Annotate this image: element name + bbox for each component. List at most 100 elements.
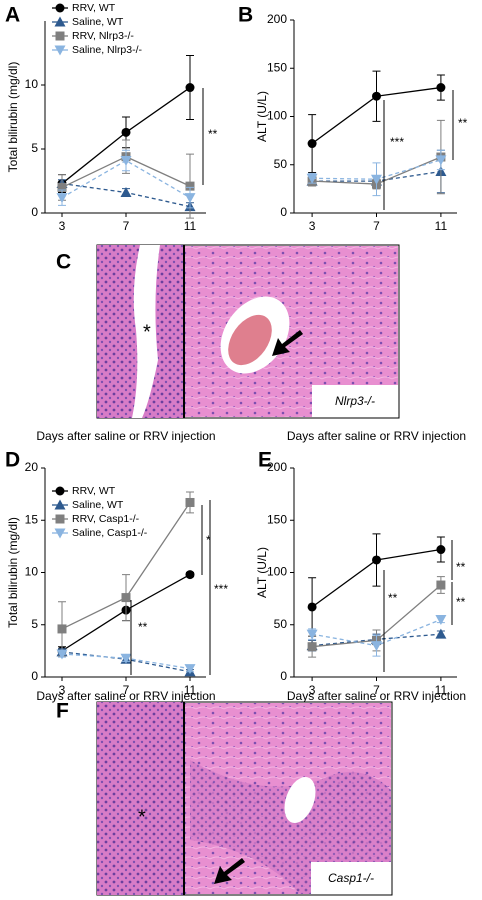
marker bbox=[185, 570, 195, 580]
y-axis-label: Total bilirubin (mg/dl) bbox=[6, 517, 20, 628]
x-axis-label: Days after saline or RRV injection bbox=[287, 689, 466, 703]
legend-label: RRV, WT bbox=[72, 485, 116, 497]
marker bbox=[307, 139, 317, 149]
marker bbox=[435, 615, 447, 626]
marker bbox=[120, 653, 132, 664]
significance-label: ** bbox=[208, 127, 218, 141]
duct-image bbox=[97, 702, 183, 895]
duct-lumen bbox=[132, 245, 160, 418]
chart: 0 50 100 150 200 3 7 11 ALT (U/L) Days after sali… bbox=[255, 460, 466, 703]
infiltrate bbox=[190, 760, 391, 894]
marker bbox=[306, 173, 318, 184]
chart: 0 5 10 15 20 3 7 11 Total bilirubin (mg/dl) Days … bbox=[6, 460, 228, 703]
panel-label: F bbox=[56, 700, 69, 723]
marker bbox=[184, 664, 196, 675]
arrow bbox=[214, 858, 245, 884]
marker bbox=[56, 193, 68, 204]
y-tick-label: 0 bbox=[280, 669, 287, 683]
x-tick-label: 3 bbox=[309, 219, 316, 233]
panel-label: D bbox=[5, 449, 20, 472]
marker bbox=[436, 545, 446, 555]
y-tick-label: 100 bbox=[267, 109, 287, 123]
y-tick-label: 200 bbox=[267, 460, 287, 474]
legend-label: Saline, Nlrp3-/- bbox=[72, 44, 143, 56]
legend-label: RRV, Nlrp3-/- bbox=[72, 30, 134, 42]
legend-marker bbox=[55, 31, 65, 41]
x-axis-label: Days after saline or RRV injection bbox=[36, 689, 215, 703]
panel-label: A bbox=[5, 4, 20, 27]
legend-label: RRV, Casp1-/- bbox=[72, 513, 140, 525]
marker bbox=[435, 155, 447, 166]
vessel bbox=[284, 776, 316, 824]
significance-label: * bbox=[206, 533, 211, 547]
y-tick-label: 20 bbox=[25, 460, 39, 474]
label-box bbox=[312, 385, 398, 417]
genotype-label: Casp1-/- bbox=[328, 871, 374, 885]
x-tick-label: 7 bbox=[123, 683, 130, 697]
significance-label: *** bbox=[214, 582, 228, 596]
asterisk: * bbox=[138, 806, 146, 828]
y-axis-label: Total bilirubin (mg/dl) bbox=[6, 62, 20, 173]
histology-c bbox=[96, 244, 400, 419]
significance-label: ** bbox=[458, 116, 468, 130]
marker bbox=[306, 629, 318, 640]
marker bbox=[307, 602, 317, 612]
y-axis-label: ALT (U/L) bbox=[255, 91, 269, 142]
legend-label: Saline, WT bbox=[72, 499, 124, 511]
marker bbox=[307, 642, 317, 652]
marker bbox=[435, 628, 447, 639]
significance-label: ** bbox=[456, 595, 466, 609]
marker bbox=[57, 624, 67, 634]
marker bbox=[436, 83, 446, 93]
marker bbox=[372, 91, 381, 101]
x-tick-label: 11 bbox=[435, 219, 448, 233]
y-tick-label: 150 bbox=[267, 60, 287, 74]
marker bbox=[436, 580, 446, 590]
y-tick-label: 10 bbox=[25, 565, 39, 579]
x-tick-label: 3 bbox=[309, 683, 316, 697]
arrow bbox=[272, 330, 303, 356]
legend-marker bbox=[55, 514, 65, 524]
y-tick-label: 0 bbox=[31, 669, 38, 683]
marker bbox=[121, 593, 131, 603]
significance-label: *** bbox=[390, 135, 404, 149]
marker bbox=[371, 174, 382, 185]
chart: 0 50 100 150 200 3 7 11 ALT (U/L) Days after sali… bbox=[255, 12, 467, 443]
y-tick-label: 5 bbox=[31, 141, 38, 155]
y-tick-label: 100 bbox=[267, 565, 287, 579]
y-tick-label: 5 bbox=[31, 617, 38, 631]
x-tick-label: 11 bbox=[435, 683, 448, 697]
x-tick-label: 11 bbox=[184, 219, 197, 233]
y-tick-label: 150 bbox=[267, 512, 287, 526]
y-tick-label: 0 bbox=[31, 205, 38, 219]
marker bbox=[120, 187, 132, 198]
legend-marker bbox=[54, 528, 66, 539]
significance-label: ** bbox=[456, 560, 466, 574]
x-axis-label: Days after saline or RRV injection bbox=[287, 429, 466, 443]
x-tick-label: 11 bbox=[184, 683, 197, 697]
legend-marker bbox=[54, 45, 66, 56]
marker bbox=[57, 182, 67, 192]
marker bbox=[121, 127, 131, 137]
marker bbox=[371, 641, 382, 652]
y-tick-label: 50 bbox=[274, 617, 288, 631]
legend-marker bbox=[55, 3, 65, 13]
x-tick-label: 7 bbox=[123, 219, 130, 233]
significance-label: ** bbox=[388, 591, 398, 605]
significance-label: ** bbox=[138, 620, 148, 634]
x-tick-label: 7 bbox=[373, 683, 380, 697]
marker bbox=[184, 193, 196, 204]
x-tick-label: 7 bbox=[373, 219, 380, 233]
marker bbox=[185, 83, 195, 93]
y-axis-label: ALT (U/L) bbox=[255, 547, 269, 598]
marker bbox=[185, 497, 195, 507]
label-box bbox=[311, 862, 391, 894]
y-tick-label: 50 bbox=[274, 157, 288, 171]
legend-label: Saline, Casp1-/- bbox=[72, 527, 148, 539]
legend-marker bbox=[54, 16, 66, 27]
legend-marker bbox=[55, 486, 65, 496]
marker bbox=[185, 181, 195, 191]
x-tick-label: 3 bbox=[59, 683, 66, 697]
panel-label: C bbox=[56, 251, 71, 274]
